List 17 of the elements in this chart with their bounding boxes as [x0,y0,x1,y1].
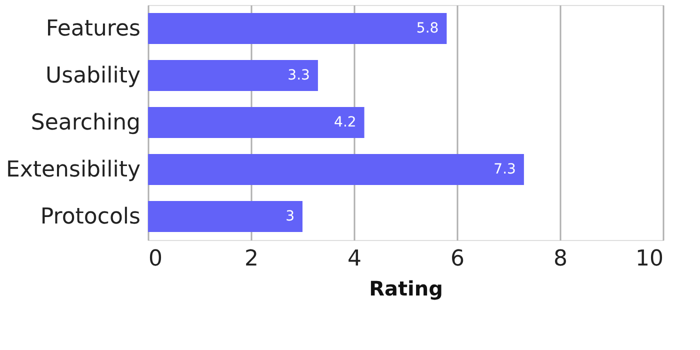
x-tick-label: 6 [450,246,464,272]
data-label: 3 [286,208,294,224]
x-tick-label: 8 [554,246,568,272]
y-tick-label: Extensibility [6,158,140,182]
data-label: 4.2 [334,114,356,130]
y-tick-label: Features [46,16,140,42]
x-tick-label: 2 [244,246,258,272]
x-tick-label: 10 [636,246,664,272]
data-label: 5.8 [416,20,439,36]
data-label: 3.3 [288,68,310,84]
y-tick-label: Usability [46,64,140,88]
data-label: 7.3 [494,162,516,178]
x-tick-label: 0 [148,246,162,272]
y-tick-label: Protocols [40,204,140,230]
y-tick-label: Searching [30,110,140,136]
x-tick-label: 4 [348,246,362,272]
x-axis-title: Rating [369,276,443,300]
